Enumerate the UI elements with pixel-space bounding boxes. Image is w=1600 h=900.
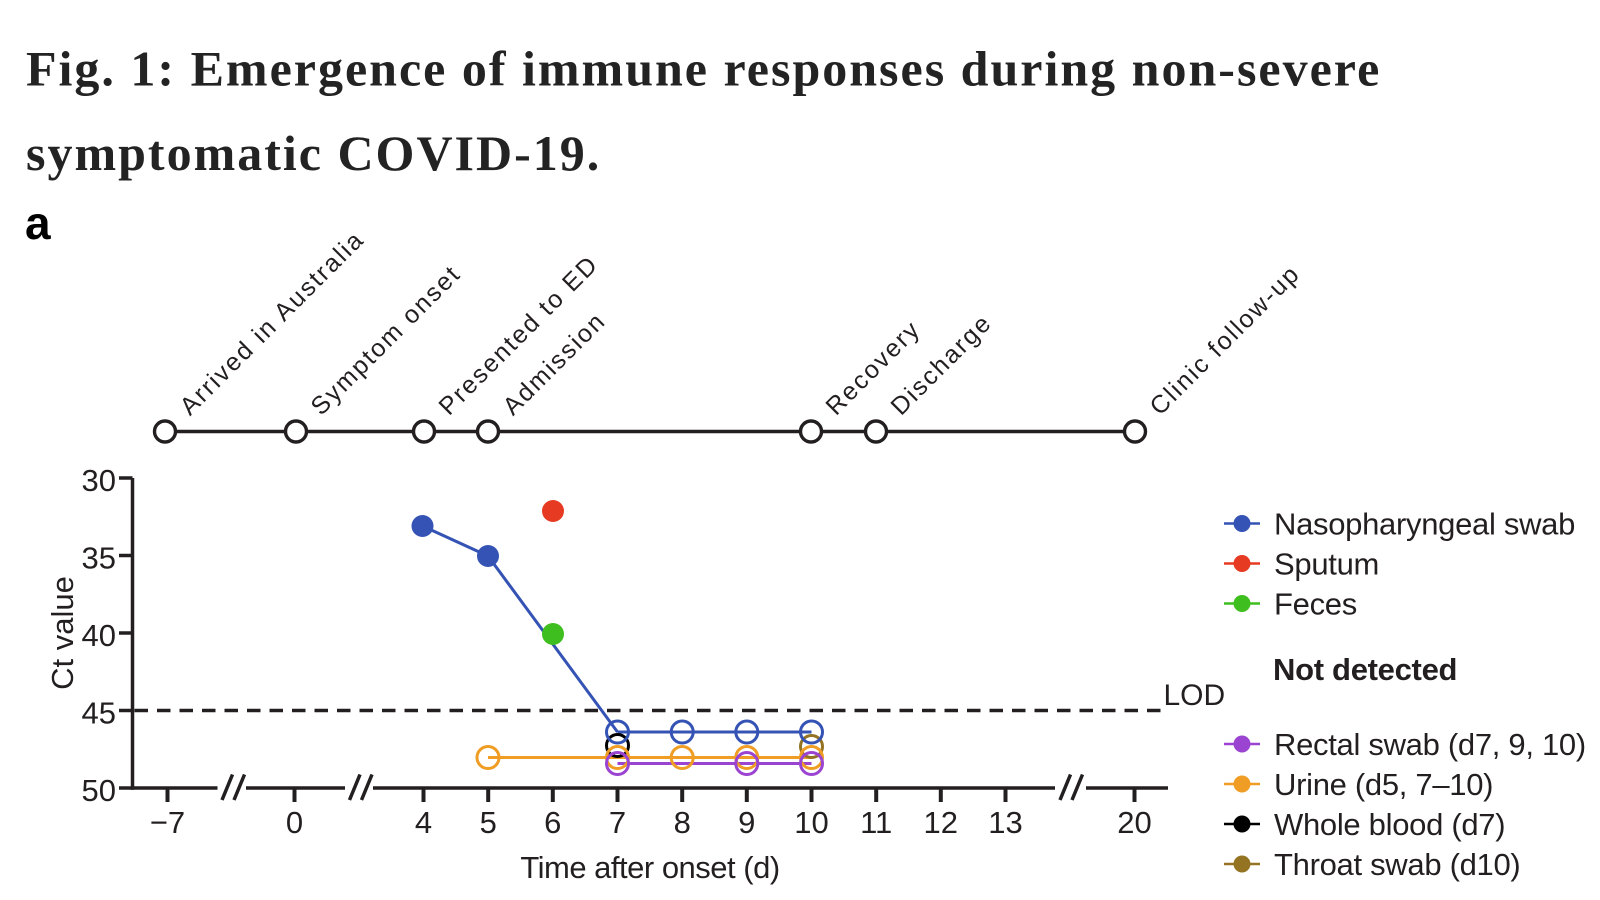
svg-text:Rectal swab (d7, 9, 10): Rectal swab (d7, 9, 10) — [1274, 727, 1586, 762]
svg-text:35: 35 — [82, 541, 116, 576]
svg-text:7: 7 — [609, 805, 626, 840]
svg-text:Feces: Feces — [1274, 587, 1357, 622]
svg-text:LOD: LOD — [1164, 679, 1226, 712]
svg-text:Throat swab (d10): Throat swab (d10) — [1274, 847, 1520, 882]
svg-text:4: 4 — [415, 805, 432, 840]
svg-text:Urine (d5, 7–10): Urine (d5, 7–10) — [1274, 767, 1493, 802]
svg-text:−7: −7 — [150, 805, 185, 840]
svg-text:50: 50 — [82, 773, 116, 808]
svg-text:symptomatic COVID-19.: symptomatic COVID-19. — [26, 125, 601, 181]
svg-text:30: 30 — [82, 463, 116, 498]
svg-text:12: 12 — [924, 805, 958, 840]
svg-text:Time after onset (d): Time after onset (d) — [520, 850, 779, 885]
svg-text:5: 5 — [480, 805, 497, 840]
svg-text:13: 13 — [988, 805, 1022, 840]
svg-text:20: 20 — [1117, 805, 1151, 840]
svg-text:Not detected: Not detected — [1273, 652, 1457, 687]
svg-text:Nasopharyngeal swab: Nasopharyngeal swab — [1274, 507, 1575, 542]
svg-text:45: 45 — [82, 696, 116, 731]
svg-text:10: 10 — [794, 805, 828, 840]
svg-text:40: 40 — [82, 618, 116, 653]
svg-text:Whole blood (d7): Whole blood (d7) — [1274, 807, 1505, 842]
svg-text:11: 11 — [860, 805, 892, 840]
svg-text:6: 6 — [544, 805, 561, 840]
svg-text:Fig. 1: Emergence of immune re: Fig. 1: Emergence of immune responses du… — [26, 41, 1381, 97]
svg-text:8: 8 — [674, 805, 691, 840]
svg-text:Sputum: Sputum — [1274, 547, 1379, 582]
svg-text:9: 9 — [738, 805, 755, 840]
svg-text:a: a — [25, 197, 51, 249]
svg-text:0: 0 — [286, 805, 303, 840]
svg-text:Ct value: Ct value — [45, 576, 80, 690]
